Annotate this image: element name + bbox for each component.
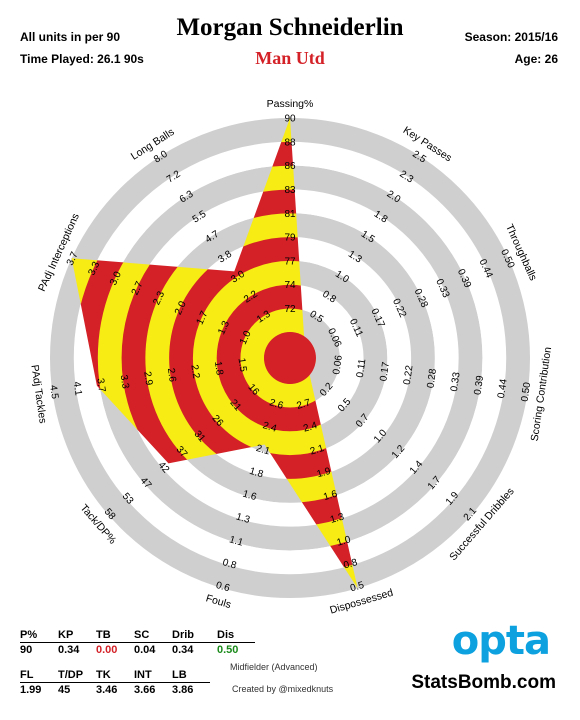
- stat-header: Dis: [217, 628, 255, 643]
- tick-label: 2.4: [261, 420, 278, 435]
- stat-value: 45: [58, 684, 71, 696]
- tick-label: 2.3: [151, 289, 167, 307]
- tick-label: 2.4: [302, 420, 319, 435]
- stat-value: 0.00: [96, 644, 118, 656]
- tick-label: 74: [284, 280, 296, 291]
- tick-label: 0.33: [449, 371, 463, 392]
- tick-label: 88: [284, 137, 296, 148]
- axis-label: Passing%: [267, 98, 314, 110]
- stat-header: TK: [96, 668, 134, 683]
- stat-value: 1.99: [20, 684, 42, 696]
- tick-label: 1.9: [316, 466, 333, 481]
- tick-label: 0.8: [221, 557, 238, 572]
- polygon-core: [264, 332, 316, 384]
- stats-table-1: P% KP TB SC Drib Dis 90 0.34 0.00 0.04 0.34 0.50: [20, 628, 255, 657]
- tick-label: 1.6: [241, 489, 258, 504]
- player-name: Morgan Schneiderlin: [176, 14, 404, 41]
- stat-header: INT: [134, 668, 172, 683]
- tick-label: 3.3: [118, 374, 131, 390]
- tick-label: 4.5: [47, 384, 60, 400]
- stat-header: T/DP: [58, 668, 96, 683]
- opta-logo: opta: [451, 618, 551, 664]
- axis-label: PAdj Tackles: [28, 364, 48, 424]
- tick-label: 1.8: [248, 466, 265, 481]
- tick-label: 1.3: [329, 511, 346, 526]
- tick-label: 79: [284, 233, 296, 244]
- polygon-band: [168, 236, 358, 480]
- tick-label: 3.0: [108, 270, 124, 288]
- tick-label: 3.7: [65, 250, 81, 268]
- tick-label: 81: [284, 209, 296, 220]
- polygon-band: [192, 260, 358, 456]
- stat-value: 3.66: [134, 684, 156, 696]
- tick-label: 2.6: [165, 367, 178, 383]
- tick-label: 0.17: [378, 361, 392, 382]
- radar-chart: 72 74 77 79 81 83 86 88 90 0.5 0.8 1.0 1.3 1.5 1.8 2.0 2…: [28, 98, 554, 617]
- axis-label: Fouls: [204, 592, 232, 611]
- statsbomb-site: StatsBomb.com: [411, 672, 556, 693]
- tick-label: 1.6: [322, 489, 339, 504]
- tick-label: 0.44: [496, 378, 510, 399]
- tick-label: 2.2: [188, 364, 201, 380]
- position-label: Midfielder (Advanced): [230, 662, 318, 672]
- tick-label: 0.5: [349, 580, 366, 595]
- tick-label: 0.28: [425, 368, 439, 389]
- tick-label: 2.6: [268, 397, 285, 412]
- tick-label: 0.50: [520, 381, 534, 402]
- tick-label: 72: [284, 304, 296, 315]
- credit: Created by @mixedknuts: [232, 684, 334, 694]
- stat-header: LB: [172, 668, 210, 683]
- tick-label: 86: [284, 161, 296, 172]
- tick-label: 2.1: [255, 443, 272, 458]
- stat-header: KP: [58, 628, 96, 643]
- stat-header: Drib: [172, 628, 217, 643]
- stat-header: FL: [20, 668, 58, 683]
- tick-label: 0.39: [472, 374, 486, 395]
- tick-label: 0.6: [214, 580, 231, 595]
- tick-label: 1.8: [212, 361, 225, 377]
- tick-label: 3.3: [87, 260, 103, 278]
- tick-label: 0.8: [342, 557, 359, 572]
- tick-label: 1.3: [216, 319, 232, 337]
- stat-value: 0.04: [134, 644, 156, 656]
- age: Age: 26: [514, 52, 558, 66]
- tick-label: 2.7: [130, 279, 146, 297]
- tick-label: 3.7: [94, 378, 107, 394]
- season: Season: 2015/16: [464, 30, 558, 44]
- tick-label: 1.0: [336, 534, 353, 549]
- tick-label: 2.7: [295, 397, 312, 412]
- stat-header: TB: [96, 628, 134, 643]
- tick-label: 0.22: [402, 364, 416, 385]
- stat-value: 3.46: [96, 684, 118, 696]
- tick-label: 2.1: [309, 443, 326, 458]
- tick-label: 1.1: [228, 534, 245, 549]
- units-note: All units in per 90: [20, 30, 121, 44]
- tick-label: 4.1: [71, 381, 84, 397]
- tick-label: 1.3: [235, 511, 252, 526]
- tick-label: 2.0: [173, 299, 189, 317]
- tick-label: 0.06: [331, 354, 345, 375]
- stats-table-2: FL T/DP TK INT LB 1.99 45 3.46 3.66 3.86: [20, 668, 210, 697]
- tick-label: 1.7: [195, 309, 211, 327]
- axis-label: Scoring Contribution: [529, 346, 554, 442]
- tick-label: 1.5: [235, 357, 248, 373]
- tick-label: 1.0: [238, 329, 254, 347]
- team-name: Man Utd: [255, 48, 325, 68]
- tick-label: 0.11: [355, 358, 369, 379]
- tick-label: 90: [284, 114, 296, 125]
- stat-value: 0.34: [172, 644, 194, 656]
- stat-value: 0.34: [58, 644, 80, 656]
- stat-value: 90: [20, 644, 33, 656]
- time-played: Time Played: 26.1 90s: [20, 52, 144, 66]
- stat-value: 3.86: [172, 684, 194, 696]
- tick-label: 77: [284, 256, 296, 267]
- tick-label: 2.9: [141, 371, 154, 387]
- stat-header: P%: [20, 628, 58, 643]
- stat-header: SC: [134, 628, 172, 643]
- tick-label: 83: [284, 185, 296, 196]
- stat-value: 0.50: [217, 644, 239, 656]
